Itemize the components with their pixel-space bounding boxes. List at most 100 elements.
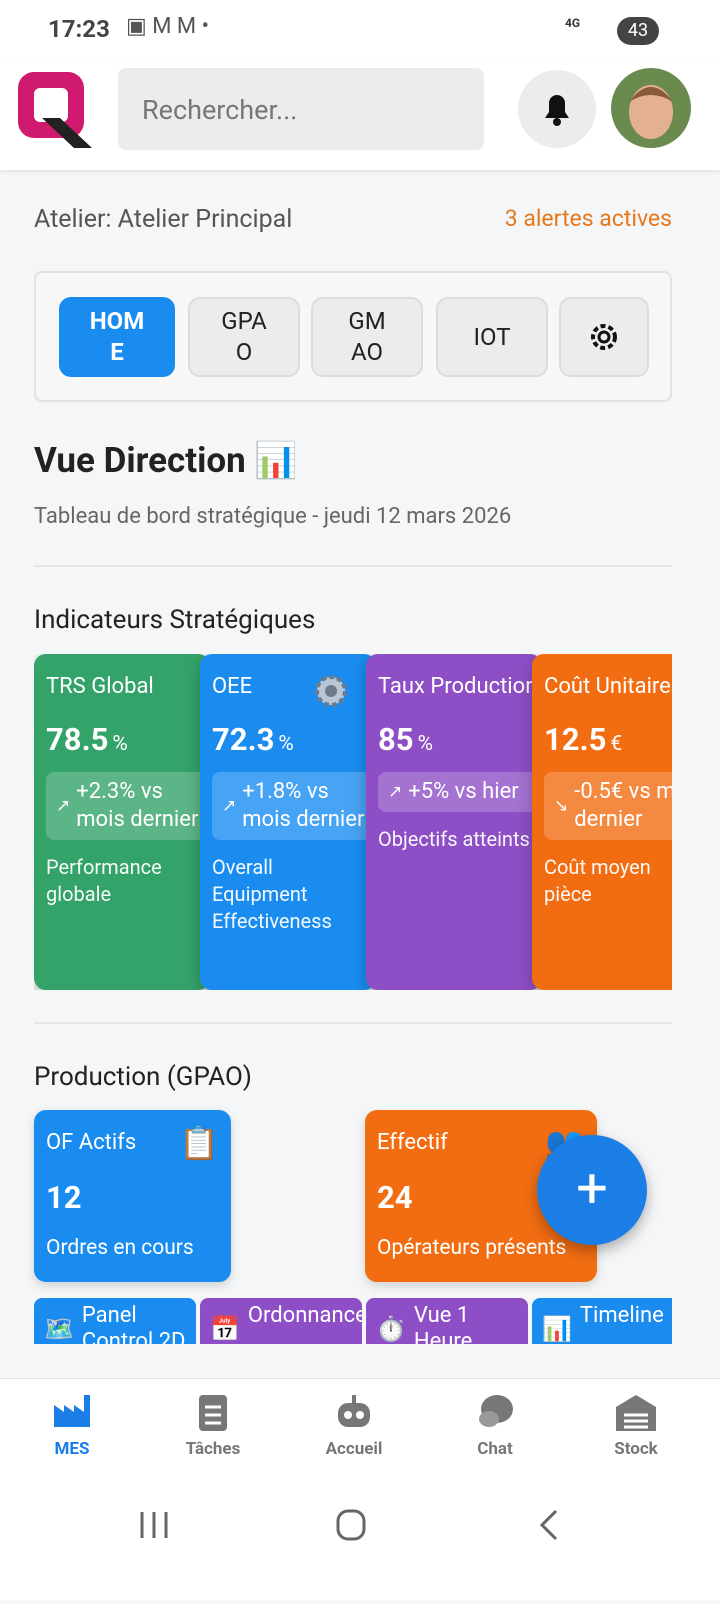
shortcut-label: Timeline <box>579 1303 664 1328</box>
shortcut-button[interactable]: ⏱️ Vue 1 Heure <box>366 1298 528 1344</box>
logo <box>18 72 92 148</box>
nav-item[interactable]: Tâches <box>141 1379 285 1459</box>
kpi-trend: ↗ +5% vs hier <box>378 772 550 812</box>
tab-bar: HOME GPAO GMAO IOT <box>34 271 672 402</box>
kpi-unit: % <box>417 732 433 756</box>
shortcut-label: Panel Control 2D <box>81 1303 186 1344</box>
kpi-unit: € <box>610 732 623 756</box>
trend-text: +1.8% vs mois dernier <box>242 779 365 832</box>
card-description: Opérateurs présents <box>377 1236 567 1260</box>
kpi-number: 72.3 <box>212 721 275 758</box>
trend-arrow: ↗ <box>388 782 403 802</box>
divider <box>34 565 672 567</box>
shortcut-icon: 📅 <box>210 1315 240 1343</box>
section-title: Indicateurs Stratégiques <box>34 605 316 635</box>
tab[interactable]: HOME <box>59 297 175 377</box>
shortcut-button[interactable]: 📊 Timeline <box>532 1298 672 1344</box>
shortcut-icon: 🗺️ <box>44 1315 74 1343</box>
kpi-value: 85% <box>378 721 530 758</box>
kpi-description: Objectifs atteints <box>378 827 530 851</box>
nav-icon <box>616 1395 656 1431</box>
notification-icons: ▣ M M • <box>126 14 209 39</box>
card-title: OF Actifs <box>46 1130 137 1155</box>
nav-item[interactable]: MES <box>0 1379 144 1459</box>
nav-icon <box>479 1395 513 1427</box>
kpi-unit: % <box>112 732 128 756</box>
shortcut-button[interactable]: 📅 Ordonnancement <box>200 1298 362 1344</box>
kpi-card[interactable]: Taux Production 85% ↗ +5% vs hier Objectifs … <box>366 654 550 990</box>
tab[interactable]: IOT <box>436 297 548 377</box>
bottom-nav: MES Tâches Accueil Chat Stock <box>0 1378 720 1480</box>
trend-arrow: ↘ <box>554 796 569 816</box>
nav-icon <box>199 1395 227 1431</box>
system-nav <box>0 1480 720 1600</box>
page-title: Vue Direction 📊 <box>34 440 298 481</box>
trend-arrow: ↗ <box>222 796 237 816</box>
search-input[interactable]: Rechercher... <box>118 68 484 150</box>
trend-text: -0.5€ vs mois dernier <box>574 779 672 832</box>
alerts-link[interactable]: 3 alertes actives <box>504 205 672 232</box>
section-title: Production (GPAO) <box>34 1062 252 1092</box>
shortcut-button[interactable]: 🗺️ Panel Control 2D <box>34 1298 196 1344</box>
shortcut-icon: 📊 <box>542 1315 572 1343</box>
kpi-value: 12.5 € <box>544 721 672 758</box>
nav-label: Stock <box>614 1439 658 1459</box>
add-button[interactable]: + <box>537 1135 647 1245</box>
gear-icon <box>315 675 347 707</box>
battery: 43 <box>617 17 659 45</box>
kpi-description: Performance globale <box>46 855 162 906</box>
kpi-trend: ↘-0.5€ vs mois dernier <box>544 772 672 840</box>
shortcut-icon: ⏱️ <box>376 1315 406 1343</box>
shortcut-label: Ordonnancement <box>247 1303 362 1328</box>
card-icon: 📋 <box>179 1124 219 1162</box>
divider <box>34 1022 672 1024</box>
nav-item[interactable]: Chat <box>423 1379 567 1459</box>
kpi-card[interactable]: OEE 72.3% ↗ +1.8% vs mois dernier Overall Eq… <box>200 654 384 990</box>
network: 4G <box>565 16 581 30</box>
kpi-description: Overall Equipment Effectiveness <box>212 855 332 933</box>
status-bar: 17:23 ▣ M M • 4G 43 <box>0 0 720 60</box>
kpi-carousel: TRS Global 78.5% ↗ +2.3% vs mois dernier Per… <box>34 654 672 990</box>
shortcut-label: Vue 1 Heure <box>413 1303 473 1344</box>
kpi-description: Coût moyen pièce <box>544 855 651 906</box>
card-value: 12 <box>46 1179 82 1216</box>
tab[interactable]: GPAO <box>188 297 300 377</box>
shortcut-row: 🗺️Panel Control 2D📅Ordonnancement⏱️Vue 1… <box>34 1298 672 1344</box>
card-title: Effectif <box>377 1130 448 1155</box>
avatar[interactable] <box>611 68 691 148</box>
nav-label: Tâches <box>185 1439 241 1459</box>
kpi-title: Coût Unitaire <box>544 674 671 699</box>
nav-item[interactable]: Stock <box>564 1379 708 1459</box>
card-value: 24 <box>377 1179 413 1216</box>
nav-label: MES <box>54 1439 90 1459</box>
nav-label: Chat <box>477 1439 513 1459</box>
trend-arrow: ↗ <box>56 796 71 816</box>
page-subtitle: Tableau de bord stratégique - jeudi 12 m… <box>34 504 512 529</box>
kpi-trend: ↗ +2.3% vs mois dernier <box>46 772 218 840</box>
kpi-value: 78.5% <box>46 721 198 758</box>
production-card[interactable]: OF Actifs 📋 12 Ordres en cours <box>34 1110 231 1282</box>
kpi-number: 12.5 <box>544 721 607 758</box>
app-header: Rechercher... <box>0 60 720 170</box>
clock: 17:23 <box>48 15 110 43</box>
settings-tab[interactable] <box>559 297 649 377</box>
workshop-name: Atelier: Atelier Principal <box>34 205 293 234</box>
nav-icon <box>54 1395 90 1427</box>
kpi-card[interactable]: Coût Unitaire 12.5€ ↘-0.5€ vs mois dernier… <box>532 654 672 990</box>
kpi-number: 85 <box>378 721 414 758</box>
nav-item[interactable]: Accueil <box>282 1379 426 1459</box>
trend-text: +2.3% vs mois dernier <box>76 779 199 832</box>
nav-icon <box>338 1395 370 1427</box>
kpi-number: 78.5 <box>46 721 109 758</box>
kpi-title: TRS Global <box>46 674 154 699</box>
kpi-card[interactable]: TRS Global 78.5% ↗ +2.3% vs mois dernier Per… <box>34 654 218 990</box>
notifications-button[interactable] <box>518 70 596 148</box>
kpi-value: 72.3% <box>212 721 364 758</box>
kpi-title: Taux Production <box>378 674 538 699</box>
kpi-unit: % <box>278 732 294 756</box>
tab[interactable]: GMAO <box>311 297 423 377</box>
card-description: Ordres en cours <box>46 1236 194 1260</box>
system-buttons <box>140 1509 558 1541</box>
nav-label: Accueil <box>325 1439 383 1459</box>
